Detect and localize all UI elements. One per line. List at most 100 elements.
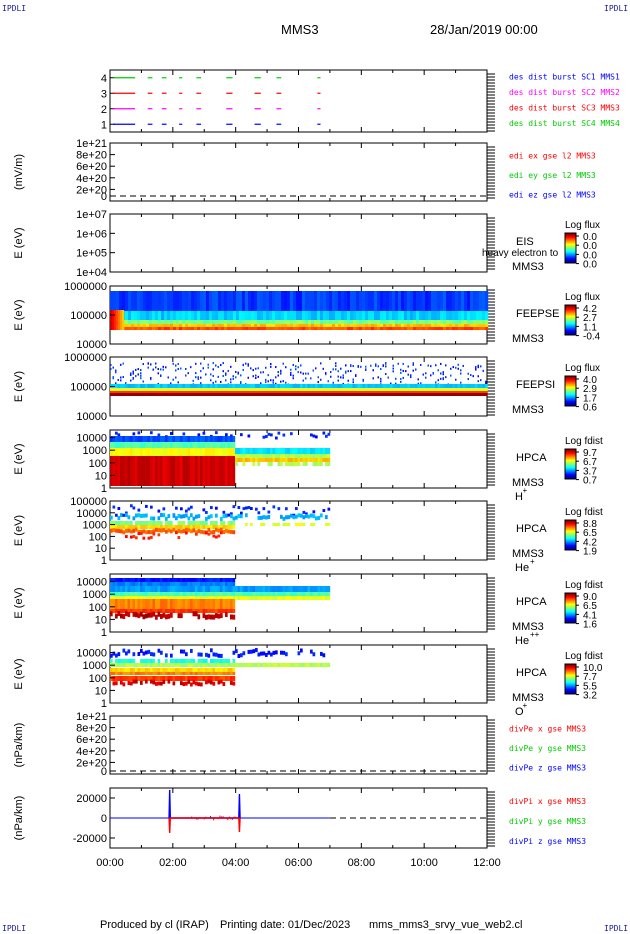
colorbar-cell	[565, 457, 576, 459]
colorbar-cell	[565, 387, 576, 389]
divpi-ylabel: (nPa/km)	[13, 796, 25, 841]
colorbar-cell	[565, 380, 576, 382]
colorbar-cell	[565, 252, 576, 254]
ytick-label: 1000	[83, 660, 107, 672]
ytick-label: 1e+06	[76, 228, 107, 240]
hpca_hepp-colorbar-tick: 1.6	[583, 620, 597, 631]
colorbar-cell	[565, 605, 576, 607]
colorbar-cell	[565, 535, 576, 537]
colorbar-cell	[565, 452, 576, 454]
ytick-label: 1000000	[64, 281, 107, 293]
colorbar-cell	[565, 389, 576, 391]
colorbar-cell	[565, 680, 576, 682]
colorbar-cell	[565, 522, 576, 524]
colorbar-cell	[565, 476, 576, 478]
edi-legend-0: edi ex gse l2 MMS3	[509, 152, 596, 161]
colorbar-cell	[565, 328, 576, 330]
colorbar-cell	[565, 258, 576, 260]
hpca_h-colorbar-title: Log fdist	[565, 436, 603, 447]
colorbar-frame	[564, 519, 577, 551]
colorbar-cell	[565, 692, 576, 694]
ytick-label: 1e+04	[76, 267, 107, 279]
colorbar-cell	[565, 237, 576, 239]
colorbar-cell	[565, 544, 576, 546]
colorbar-cell	[565, 681, 576, 683]
feepsi-spacecraft-label: MMS3	[512, 404, 544, 416]
colorbar-cell	[565, 246, 576, 248]
colorbar-cell	[565, 376, 576, 378]
hpca_hepp-instrument-label: HPCA	[516, 596, 547, 608]
colorbar-cell	[565, 451, 576, 453]
colorbar-cell	[565, 686, 576, 688]
eis-overlap-text: heavy electron to	[482, 248, 559, 259]
colorbar-cell	[565, 600, 576, 602]
burst-legend-3: des dist burst SC4 MMS4	[509, 119, 620, 128]
hpca_o-spectrogram	[110, 648, 331, 687]
colorbar-cell	[565, 613, 576, 615]
colorbar-cell	[565, 394, 576, 396]
ipdli-mark-bottom-left: IPDLI	[2, 924, 27, 933]
colorbar-cell	[565, 541, 576, 543]
feepsi-colorbar-tick: 1.7	[583, 393, 597, 404]
ytick-label: 100000	[70, 382, 107, 394]
feepse-spacecraft-label: MMS3	[512, 333, 544, 345]
feepsi-colorbar-tick: 4.0	[583, 375, 597, 386]
colorbar-cell	[565, 333, 576, 335]
colorbar-cell	[565, 388, 576, 390]
divpi-legend-2: divPi z gse MMS3	[509, 837, 586, 846]
ytick-label: 1e+21	[76, 138, 107, 150]
colorbar-cell	[565, 676, 576, 678]
colorbar-cell	[565, 526, 576, 528]
colorbar-cell	[565, 404, 576, 406]
colorbar-cell	[565, 599, 576, 601]
colorbar-cell	[565, 521, 576, 523]
ytick-label: 4e+20	[76, 173, 107, 185]
colorbar-cell	[565, 598, 576, 600]
hpca_hepp-spacecraft-label: MMS3	[512, 621, 544, 633]
colorbar-cell	[565, 242, 576, 244]
divpe-legend-2: divPe z gse MMS3	[509, 763, 586, 772]
colorbar-cell	[565, 255, 576, 257]
colorbar-cell	[565, 320, 576, 322]
colorbar-cell	[565, 614, 576, 616]
colorbar-cell	[565, 594, 576, 596]
colorbar-cell	[565, 309, 576, 311]
colorbar-cell	[565, 315, 576, 317]
ytick-label: 6e+20	[76, 734, 107, 746]
hpca_h-species-label: H	[515, 491, 523, 503]
hpca_he-spectrogram	[110, 504, 331, 540]
colorbar-cell	[565, 667, 576, 669]
ytick-label: 100000	[70, 310, 107, 322]
hpca_he-instrument-label: HPCA	[516, 523, 547, 535]
divpi-series	[168, 817, 241, 834]
colorbar-cell	[565, 464, 576, 466]
colorbar-cell	[565, 400, 576, 402]
colorbar-cell	[565, 470, 576, 472]
script-name: mms_mms3_srvy_vue_web2.cl	[369, 919, 523, 931]
colorbar-cell	[565, 316, 576, 318]
colorbar-cell	[565, 396, 576, 398]
hpca_he-colorbar-title: Log fdist	[565, 507, 603, 518]
colorbar-cell	[565, 672, 576, 674]
eis-colorbar-tick: 0.0	[583, 232, 597, 243]
colorbar-cell	[565, 327, 576, 329]
time-label: 06:00	[285, 857, 313, 869]
colorbar-cell	[565, 677, 576, 679]
colorbar-cell	[565, 384, 576, 386]
feepse-colorbar-tick: -0.4	[583, 332, 601, 343]
colorbar-cell	[565, 670, 576, 672]
colorbar-frame	[564, 448, 577, 480]
feepse-colorbar-title: Log flux	[565, 292, 600, 303]
ytick-label: 1	[101, 483, 107, 495]
colorbar-cell	[565, 596, 576, 598]
colorbar-cell	[565, 462, 576, 464]
divpe-frame	[109, 715, 488, 775]
colorbar-cell	[565, 254, 576, 256]
colorbar-cell	[565, 683, 576, 685]
colorbar-cell	[565, 392, 576, 394]
colorbar-cell	[565, 615, 576, 617]
hpca_he-species-label: He	[515, 562, 529, 574]
colorbar-cell	[565, 259, 576, 261]
hpca_hepp-colorbar-tick: 9.0	[583, 592, 597, 603]
colorbar-cell	[565, 243, 576, 245]
